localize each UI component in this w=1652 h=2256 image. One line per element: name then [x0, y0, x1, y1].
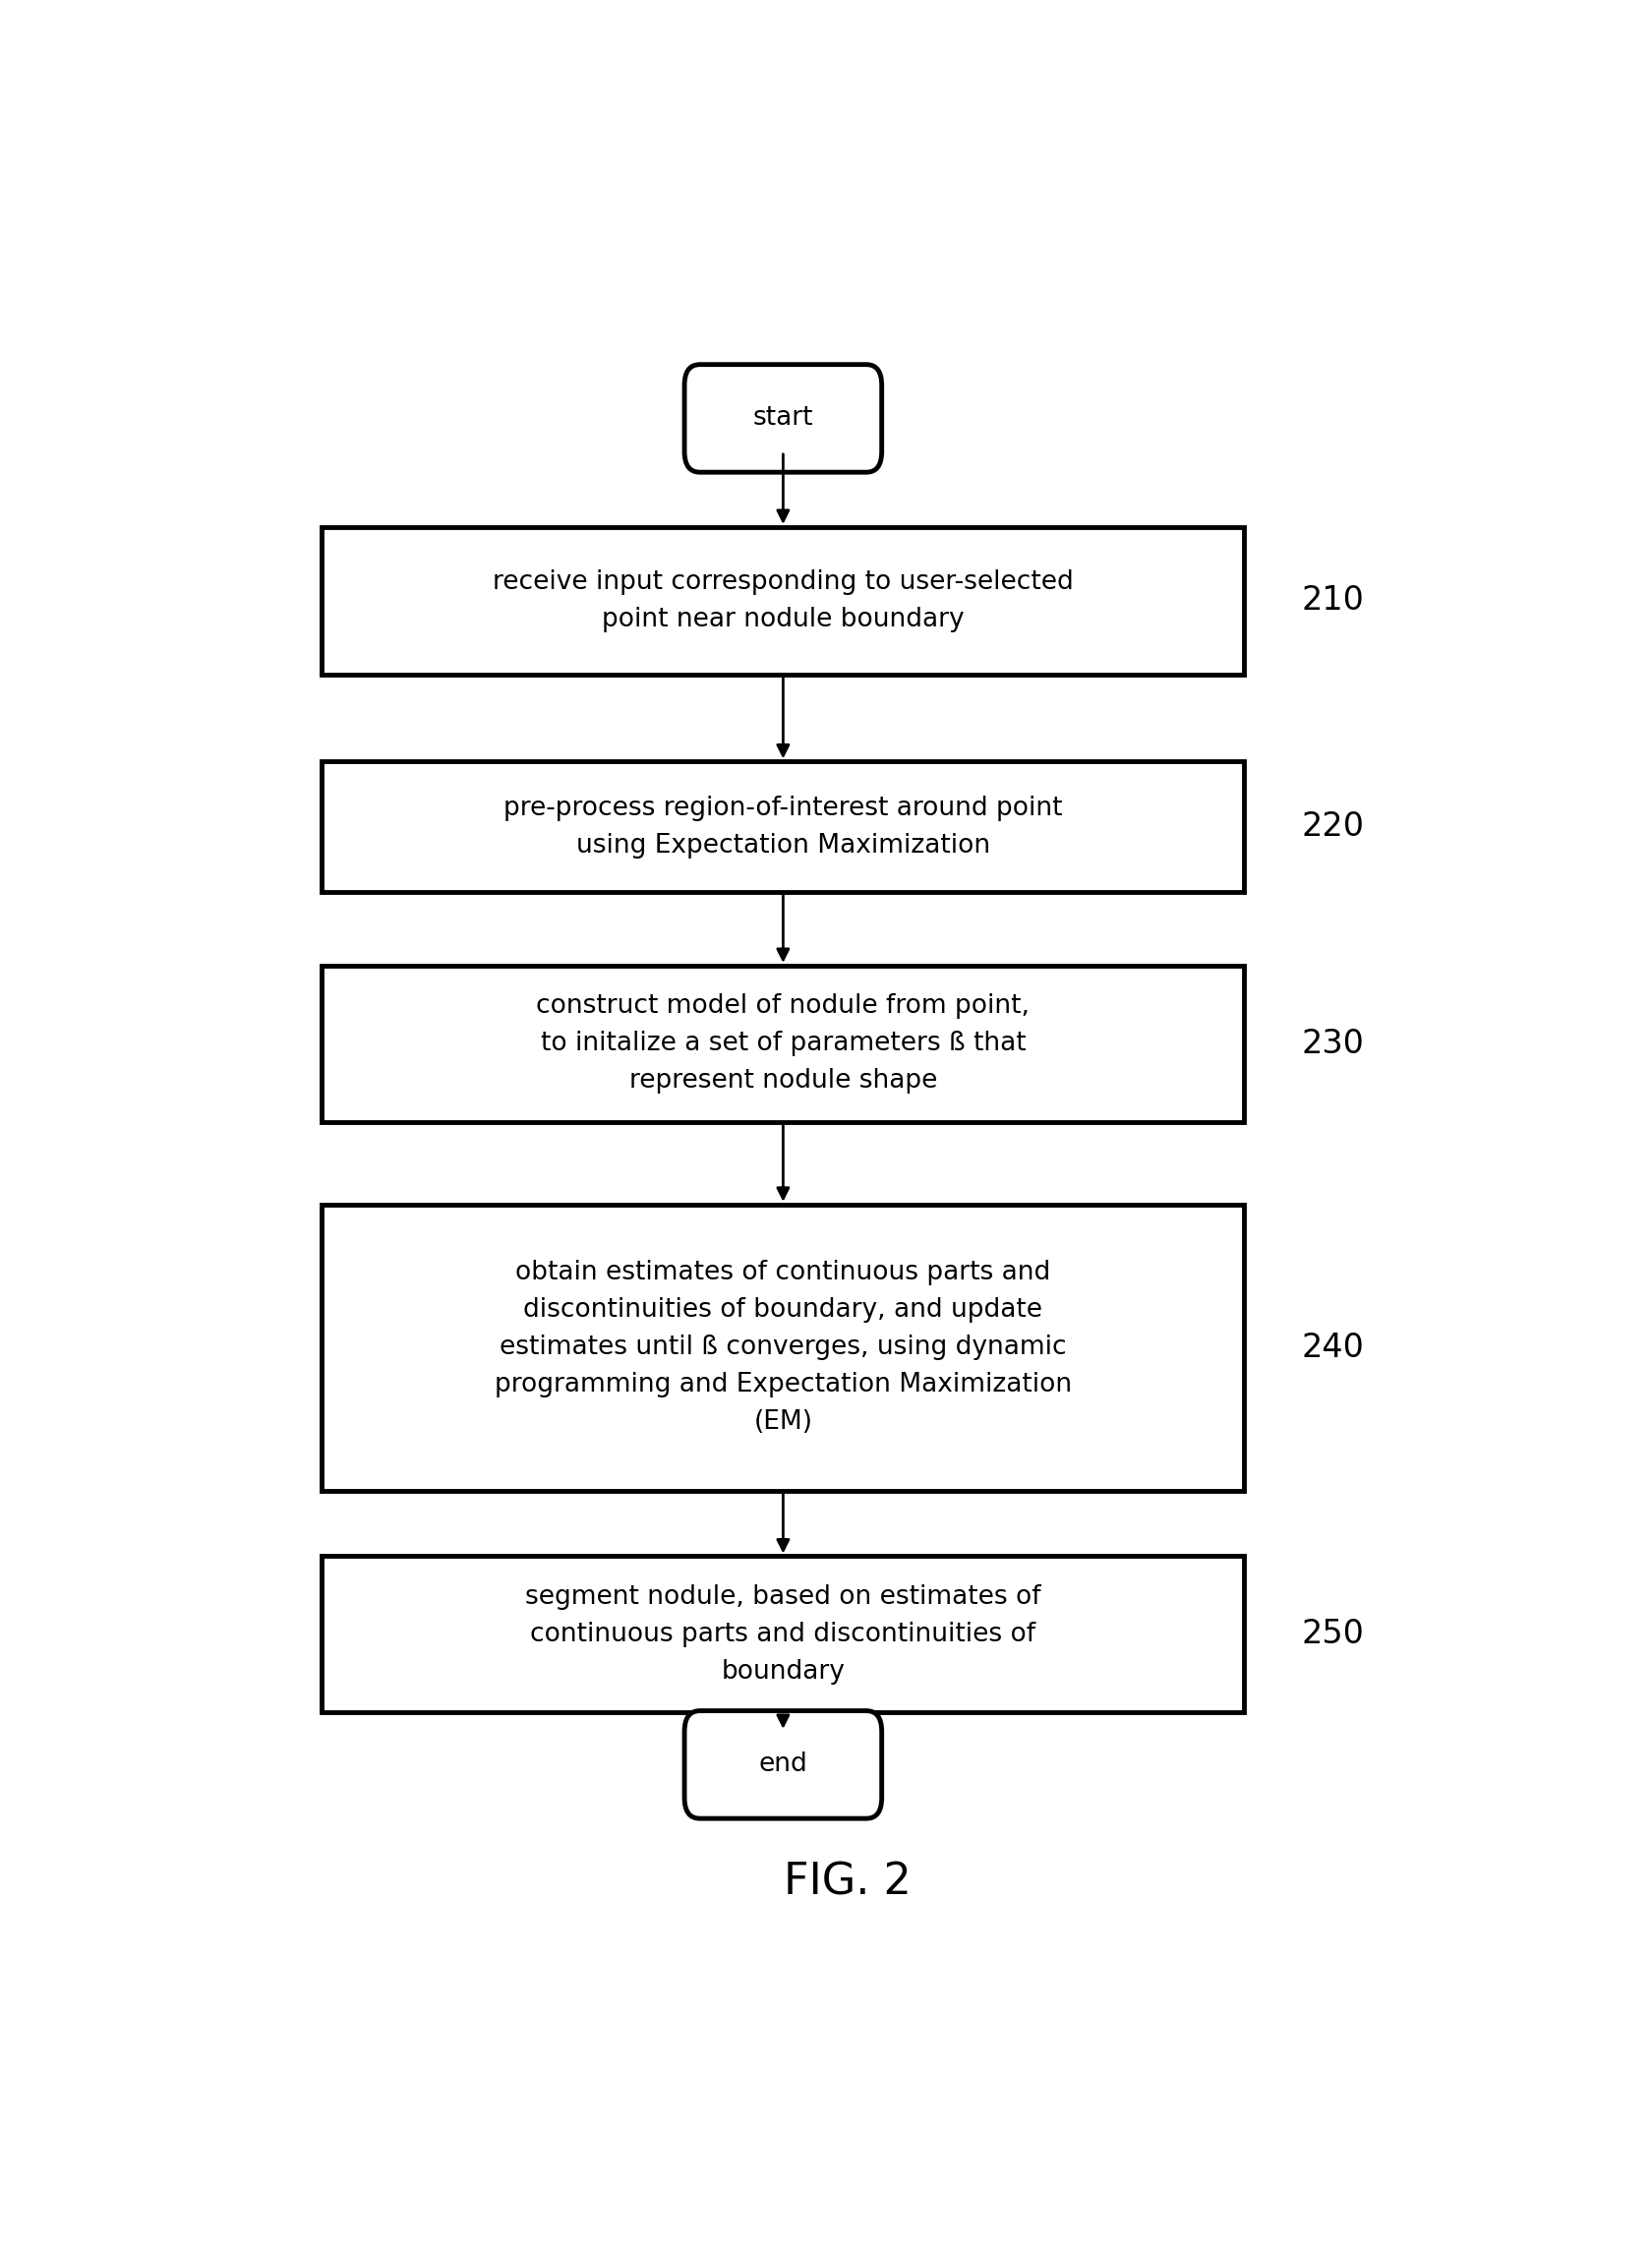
- Text: obtain estimates of continuous parts and
discontinuities of boundary, and update: obtain estimates of continuous parts and…: [494, 1261, 1070, 1435]
- Text: FIG. 2: FIG. 2: [783, 1861, 910, 1904]
- Text: pre-process region-of-interest around point
using Expectation Maximization: pre-process region-of-interest around po…: [504, 794, 1062, 857]
- Text: 210: 210: [1302, 584, 1365, 616]
- FancyBboxPatch shape: [684, 1710, 881, 1818]
- FancyBboxPatch shape: [322, 1557, 1244, 1712]
- Text: 250: 250: [1302, 1618, 1365, 1651]
- Text: 240: 240: [1302, 1331, 1365, 1365]
- FancyBboxPatch shape: [322, 1205, 1244, 1491]
- Text: 220: 220: [1302, 810, 1365, 844]
- Text: end: end: [758, 1753, 808, 1778]
- FancyBboxPatch shape: [322, 966, 1244, 1121]
- Text: 230: 230: [1302, 1026, 1365, 1060]
- FancyBboxPatch shape: [322, 528, 1244, 675]
- Text: segment nodule, based on estimates of
continuous parts and discontinuities of
bo: segment nodule, based on estimates of co…: [525, 1584, 1041, 1685]
- Text: receive input corresponding to user-selected
point near nodule boundary: receive input corresponding to user-sele…: [492, 569, 1072, 632]
- FancyBboxPatch shape: [684, 365, 881, 472]
- Text: start: start: [752, 406, 813, 431]
- Text: construct model of nodule from point,
to initalize a set of parameters ß that
re: construct model of nodule from point, to…: [535, 993, 1029, 1094]
- FancyBboxPatch shape: [322, 763, 1244, 891]
